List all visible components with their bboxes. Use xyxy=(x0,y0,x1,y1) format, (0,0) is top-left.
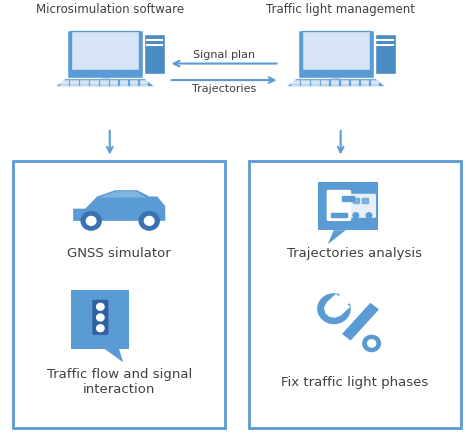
Circle shape xyxy=(353,213,358,218)
Bar xyxy=(120,82,128,83)
Bar xyxy=(291,84,299,85)
FancyBboxPatch shape xyxy=(298,30,374,78)
Bar xyxy=(353,198,359,203)
Bar xyxy=(130,82,137,83)
FancyBboxPatch shape xyxy=(374,35,396,74)
Bar xyxy=(100,82,108,83)
Circle shape xyxy=(81,212,101,230)
Bar xyxy=(90,82,98,83)
FancyBboxPatch shape xyxy=(93,85,117,88)
Bar xyxy=(351,82,358,83)
Text: Trajectories analysis: Trajectories analysis xyxy=(287,247,422,261)
Polygon shape xyxy=(73,190,165,221)
Bar xyxy=(311,82,319,83)
Bar xyxy=(301,82,309,83)
Polygon shape xyxy=(328,230,346,244)
Bar xyxy=(362,198,368,203)
Bar xyxy=(330,213,347,217)
Circle shape xyxy=(97,314,104,321)
Polygon shape xyxy=(286,79,385,87)
Bar xyxy=(342,196,347,201)
Bar xyxy=(60,82,68,83)
FancyBboxPatch shape xyxy=(327,190,351,221)
FancyBboxPatch shape xyxy=(144,35,165,74)
FancyBboxPatch shape xyxy=(324,85,348,88)
Bar xyxy=(321,84,328,85)
Circle shape xyxy=(366,213,372,218)
FancyBboxPatch shape xyxy=(71,290,129,349)
Bar xyxy=(371,82,378,83)
FancyBboxPatch shape xyxy=(67,30,143,78)
Polygon shape xyxy=(332,78,339,85)
Polygon shape xyxy=(327,293,350,315)
Bar xyxy=(140,82,147,83)
FancyBboxPatch shape xyxy=(302,32,370,70)
Bar xyxy=(60,84,68,85)
Polygon shape xyxy=(99,191,146,198)
Bar xyxy=(70,82,78,83)
Text: Microsimulation software: Microsimulation software xyxy=(36,3,184,16)
Bar xyxy=(348,196,354,201)
Bar xyxy=(331,82,338,83)
FancyBboxPatch shape xyxy=(348,194,376,218)
Bar xyxy=(351,84,358,85)
Bar xyxy=(301,84,309,85)
Bar xyxy=(321,82,328,83)
Bar xyxy=(130,84,137,85)
Bar xyxy=(70,84,78,85)
Bar xyxy=(120,84,128,85)
FancyBboxPatch shape xyxy=(92,300,109,335)
Bar xyxy=(341,84,348,85)
Bar xyxy=(341,82,348,83)
Bar xyxy=(331,84,338,85)
Text: GNSS simulator: GNSS simulator xyxy=(67,247,171,261)
FancyBboxPatch shape xyxy=(249,160,461,428)
Bar xyxy=(291,82,299,83)
Bar xyxy=(80,82,88,83)
Text: Trajectories: Trajectories xyxy=(192,84,256,94)
Bar xyxy=(80,84,88,85)
Text: Traffic flow and signal
interaction: Traffic flow and signal interaction xyxy=(46,368,192,396)
Polygon shape xyxy=(317,293,351,324)
Circle shape xyxy=(363,336,381,352)
Circle shape xyxy=(97,304,104,310)
Circle shape xyxy=(139,212,159,230)
FancyBboxPatch shape xyxy=(13,160,225,428)
FancyBboxPatch shape xyxy=(318,182,378,230)
Circle shape xyxy=(97,325,104,332)
Polygon shape xyxy=(55,79,155,87)
Bar xyxy=(371,84,378,85)
Bar xyxy=(140,84,147,85)
Circle shape xyxy=(86,216,96,225)
Text: Signal plan: Signal plan xyxy=(193,50,255,60)
Circle shape xyxy=(145,216,154,225)
Bar xyxy=(90,84,98,85)
FancyBboxPatch shape xyxy=(71,32,139,70)
Text: Traffic light management: Traffic light management xyxy=(266,3,415,16)
Bar xyxy=(110,84,118,85)
Bar xyxy=(311,84,319,85)
Circle shape xyxy=(368,340,375,347)
Bar xyxy=(100,84,108,85)
Polygon shape xyxy=(101,78,109,85)
Text: Fix traffic light phases: Fix traffic light phases xyxy=(281,376,428,389)
Bar xyxy=(361,82,368,83)
Bar xyxy=(110,82,118,83)
Polygon shape xyxy=(104,349,123,362)
Bar xyxy=(361,84,368,85)
Polygon shape xyxy=(342,303,379,341)
